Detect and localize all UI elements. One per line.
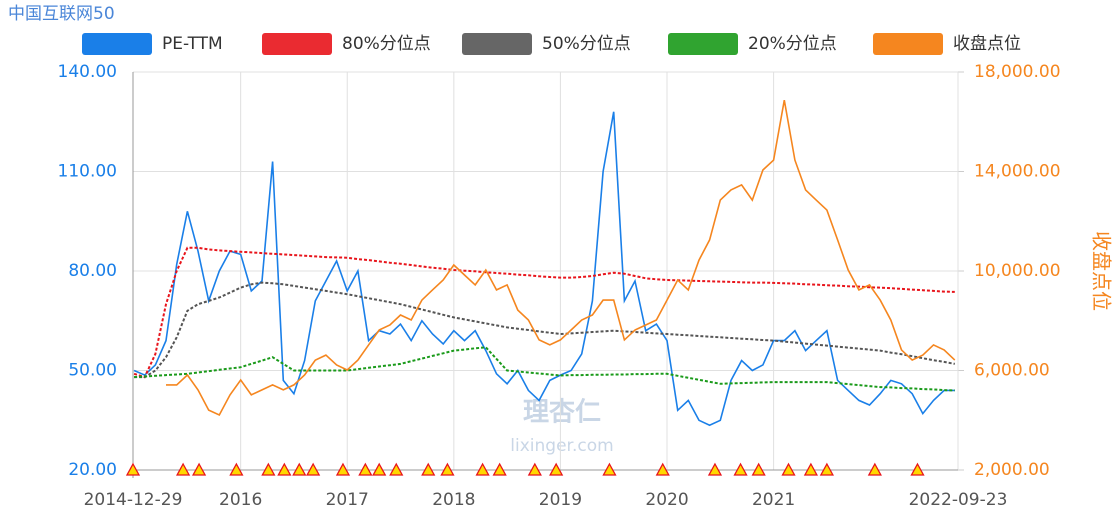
event-marker xyxy=(389,462,404,476)
legend-label: 20%分位点 xyxy=(748,34,837,54)
legend-swatch xyxy=(873,33,943,55)
series-line xyxy=(133,111,955,427)
event-marker xyxy=(492,462,507,476)
event-marker xyxy=(707,462,723,476)
legend-label: 收盘点位 xyxy=(953,34,1021,54)
x-tick-label: 2020 xyxy=(645,490,688,510)
event-marker xyxy=(277,462,292,476)
legend-swatch xyxy=(668,33,738,55)
watermark: lixinger.com xyxy=(510,436,613,456)
x-tick-label: 2021 xyxy=(752,490,795,510)
event-marker xyxy=(602,462,617,476)
y2-tick-label: 14,000.00 xyxy=(974,162,1061,182)
legend-swatch xyxy=(462,33,532,55)
series-line xyxy=(134,281,955,379)
event-marker xyxy=(125,462,141,476)
y-tick-label: 50.00 xyxy=(68,361,117,381)
event-marker xyxy=(803,462,819,476)
event-marker xyxy=(910,462,925,476)
legend-label: PE-TTM xyxy=(162,34,223,54)
event-marker xyxy=(733,462,748,476)
event-marker xyxy=(191,462,207,476)
y2-tick-label: 18,000.00 xyxy=(974,62,1061,82)
event-marker xyxy=(527,462,542,476)
y-tick-label: 80.00 xyxy=(68,261,117,281)
x-tick-label: 2017 xyxy=(326,490,369,510)
y2-tick-label: 6,000.00 xyxy=(974,361,1050,381)
event-marker xyxy=(421,462,436,476)
chart-title: 中国互联网50 xyxy=(8,4,115,24)
x-tick-label: 2022-09-23 xyxy=(909,490,1008,510)
event-marker xyxy=(549,462,564,476)
watermark: 理杏仁 xyxy=(523,398,601,428)
legend-swatch xyxy=(82,33,152,55)
y2-tick-label: 10,000.00 xyxy=(974,261,1061,281)
x-tick-label: 2016 xyxy=(219,490,262,510)
event-marker xyxy=(781,462,796,476)
y2-tick-label: 2,000.00 xyxy=(974,460,1050,480)
y-tick-label: 140.00 xyxy=(58,62,117,82)
y-tick-label: 110.00 xyxy=(58,162,117,182)
legend-swatch xyxy=(262,33,332,55)
y2-axis-title: 收盘点位 xyxy=(1090,231,1114,311)
x-tick-label: 2018 xyxy=(432,490,475,510)
y-tick-label: 20.00 xyxy=(68,460,117,480)
event-marker xyxy=(292,462,307,476)
event-marker xyxy=(819,462,834,476)
event-marker xyxy=(655,462,670,476)
event-marker xyxy=(372,462,387,476)
event-marker xyxy=(229,462,244,476)
x-tick-label: 2014-12-29 xyxy=(84,490,183,510)
event-marker xyxy=(475,462,490,476)
event-marker xyxy=(358,462,373,476)
event-marker xyxy=(751,462,766,476)
series-line xyxy=(166,99,956,417)
event-marker xyxy=(306,462,321,476)
legend-label: 50%分位点 xyxy=(542,34,631,54)
x-tick-label: 2019 xyxy=(539,490,582,510)
event-marker xyxy=(261,462,276,476)
legend-label: 80%分位点 xyxy=(342,34,431,54)
event-marker xyxy=(867,462,882,476)
event-marker xyxy=(440,462,455,476)
event-marker xyxy=(176,462,191,476)
series-line xyxy=(133,246,955,379)
event-marker xyxy=(335,462,351,476)
